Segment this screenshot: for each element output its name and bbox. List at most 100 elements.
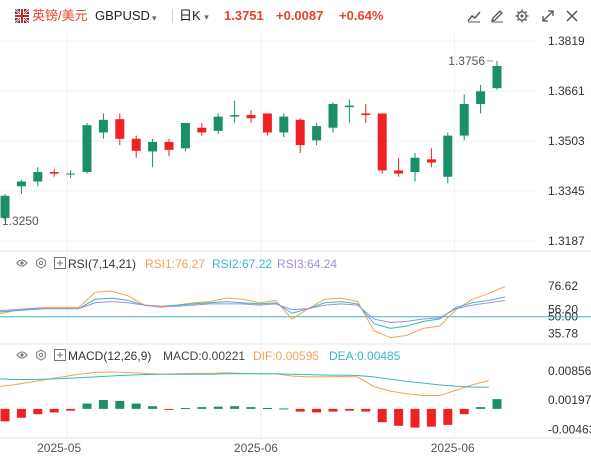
- candle-body-up: [328, 103, 338, 128]
- macd-bar-positive: [230, 406, 240, 409]
- draw-pen-icon[interactable]: [489, 8, 505, 24]
- macd-bar-positive: [180, 408, 190, 409]
- macd-value: MACD:0.00221: [163, 349, 246, 363]
- dea-line: [0, 373, 489, 388]
- candle-body-down: [426, 159, 436, 163]
- macd-bar-positive: [213, 406, 223, 409]
- macd-indicator-name[interactable]: MACD(12,26,9): [68, 349, 152, 363]
- macd-bar-positive: [98, 400, 108, 409]
- macd-visibility-icon[interactable]: [16, 349, 28, 361]
- rsi-axis-tick: 76.62: [548, 279, 578, 293]
- price-change: +0.0087: [276, 8, 324, 23]
- candle-body-down: [262, 113, 272, 133]
- rsi1-line: [0, 286, 506, 339]
- macd-bar-positive: [82, 403, 92, 409]
- candle-body-up: [230, 115, 240, 117]
- macd-bar-negative: [164, 408, 174, 410]
- symbol-dropdown-caret-icon[interactable]: ▾: [152, 13, 157, 23]
- expand-icon[interactable]: [540, 8, 556, 24]
- macd-bar-negative: [295, 408, 305, 412]
- last-price: 1.3751: [224, 8, 264, 23]
- candle-body-up: [82, 125, 92, 173]
- candle-body-down: [115, 119, 125, 139]
- candle-body-down: [131, 138, 141, 151]
- x-axis-date-label: 2025-06: [431, 441, 475, 455]
- rsi-collapse-icon[interactable]: [54, 257, 66, 269]
- rsi3-line: [0, 299, 506, 324]
- price-axis-tick: 1.3819: [548, 34, 585, 48]
- candle-body-up: [180, 122, 190, 149]
- candle-body-down: [377, 113, 387, 171]
- candle-body-up: [33, 172, 43, 182]
- period-selector[interactable]: 日K ▾: [179, 8, 209, 25]
- rsi3-value: RSI3:64.24: [277, 257, 338, 271]
- period-caret-icon: ▾: [204, 12, 209, 22]
- macd-bar-negative: [49, 408, 59, 413]
- candle-body-down: [49, 172, 59, 174]
- macd-axis-tick: 0.00856: [548, 364, 591, 378]
- macd-bar-positive: [197, 407, 207, 409]
- rsi-axis-tick: 35.78: [548, 326, 578, 340]
- candle-body-up: [0, 195, 10, 218]
- settings-gear-icon[interactable]: [514, 8, 530, 24]
- macd-axis-tick: -0.00463: [548, 422, 591, 436]
- macd-bar-negative: [361, 408, 371, 412]
- rsi-visibility-icon[interactable]: [16, 257, 28, 269]
- candle-body-down: [164, 141, 174, 150]
- macd-bar-positive: [115, 400, 125, 409]
- candle-body-down: [394, 170, 404, 174]
- chart-header: 英镑/美元 GBPUSD ▾ 日K ▾ 1.3751 +0.0087 +0.64…: [0, 0, 591, 32]
- price-axis-tick: 1.3503: [548, 134, 585, 148]
- macd-bar-negative: [344, 408, 354, 411]
- close-icon[interactable]: [564, 8, 580, 24]
- period-label: 日K: [179, 8, 201, 23]
- symbol-code[interactable]: GBPUSD: [95, 8, 150, 23]
- candle-body-up: [213, 116, 223, 131]
- candle-body-up: [476, 91, 486, 104]
- dif-line: [0, 371, 489, 397]
- macd-bar-negative: [328, 408, 338, 412]
- macd-bar-positive: [131, 403, 141, 409]
- macd-axis-tick: 0.00197: [548, 393, 591, 407]
- macd-settings-gear-icon[interactable]: [35, 349, 47, 361]
- macd-bar-negative: [33, 408, 43, 415]
- macd-bar-positive: [476, 407, 486, 409]
- macd-bar-negative: [66, 408, 76, 411]
- price-axis-tick: 1.3345: [548, 184, 585, 198]
- macd-bar-positive: [492, 399, 502, 409]
- macd-bar-negative: [410, 408, 420, 428]
- candle-body-down: [197, 127, 207, 133]
- low-price-label: 1.3250: [2, 214, 39, 228]
- price-axis-tick: 1.3661: [548, 84, 585, 98]
- candle-body-up: [279, 116, 289, 133]
- rsi-indicator-name[interactable]: RSI(7,14,21): [68, 257, 137, 271]
- dea-value: DEA:0.00485: [329, 349, 401, 363]
- macd-collapse-icon[interactable]: [54, 349, 66, 361]
- candle-body-down: [246, 115, 256, 119]
- candle-body-up: [66, 173, 76, 175]
- macd-bar-negative: [377, 408, 387, 423]
- macd-bar-negative: [0, 408, 10, 422]
- line-chart-icon[interactable]: [466, 8, 482, 24]
- macd-bar-negative: [16, 408, 26, 418]
- macd-bar-positive: [148, 406, 158, 409]
- header-divider: [172, 9, 173, 23]
- symbol-name[interactable]: 英镑/美元: [32, 8, 88, 23]
- candle-body-up: [16, 181, 26, 187]
- macd-bar-positive: [262, 408, 272, 409]
- uk-flag-icon: [15, 9, 29, 23]
- candle-body-down: [361, 113, 371, 116]
- rsi-settings-gear-icon[interactable]: [35, 257, 47, 269]
- candle-body-up: [312, 126, 322, 141]
- macd-bar-positive: [279, 408, 289, 410]
- x-axis-date-label: 2025-05: [37, 441, 81, 455]
- macd-bar-negative: [426, 408, 436, 427]
- candle-body-down: [295, 119, 305, 146]
- rsi-axis-tick: 56.20: [548, 303, 578, 317]
- x-axis-date-label: 2025-06: [234, 441, 278, 455]
- high-price-label: 1.3756: [448, 54, 485, 68]
- candle-body-up: [443, 135, 453, 177]
- macd-bar-negative: [394, 408, 404, 426]
- candle-body-up: [148, 141, 158, 152]
